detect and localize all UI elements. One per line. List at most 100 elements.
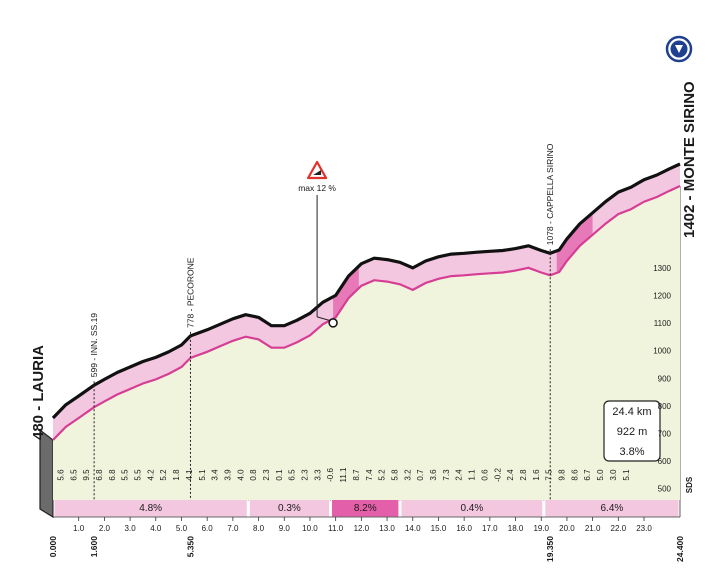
km-tick-label: 18.0 [508, 524, 524, 533]
km-gradient-label: 4.1 [185, 469, 194, 481]
km-marker-label: 5.350 [185, 536, 195, 558]
warning-icon [306, 160, 328, 180]
km-gradient-label: 6.5 [288, 469, 297, 481]
km-tick-label: 2.0 [99, 524, 111, 533]
labels: 500 600 700 800 900 1000 1100 1200 1300 5.6 6.5 9.5… [30, 81, 698, 562]
km-gradient-label: 5.1 [198, 469, 207, 481]
km-gradient-label: 4.2 [146, 469, 155, 481]
start-km-label: 0.000 [48, 536, 58, 558]
km-gradient-label: 9.8 [558, 469, 567, 481]
slope-icon [313, 170, 322, 175]
profile-fill [53, 186, 680, 500]
km-tick-label: 12.0 [354, 524, 370, 533]
steepest-line [316, 316, 332, 322]
km-gradient-label: 6.8 [95, 469, 104, 481]
waypoint-label: 599 - INN. SS.19 [89, 313, 99, 378]
summary-box [603, 400, 661, 462]
waypoint-label: 778 - PECORONE [185, 257, 195, 328]
elevation-tick-label: 600 [658, 457, 672, 466]
km-gradient-label: 2.8 [519, 469, 528, 481]
elevation-tick-label: 1200 [653, 292, 671, 301]
km-gradient-label: 0.7 [416, 469, 425, 481]
km-tick-label: 14.0 [405, 524, 421, 533]
km-gradient-label: 5.5 [134, 469, 143, 481]
elevation-tick-label: 700 [658, 429, 672, 438]
steepest-label: max 12 % [298, 183, 336, 193]
profile-ridge [51, 162, 681, 420]
km-gradient-label: 1.6 [532, 469, 541, 481]
km-gradient-label: 1.1 [468, 469, 477, 481]
km-gradient-label: 8.7 [352, 469, 361, 481]
km-tick-label: 15.0 [431, 524, 447, 533]
elevation-tick-label: 800 [658, 402, 672, 411]
km-gradient-label: 0.6 [480, 469, 489, 481]
km-gradient-label: 6.5 [69, 469, 78, 481]
km-tick-label: 3.0 [125, 524, 137, 533]
km-tick-label: 8.0 [253, 524, 265, 533]
km-gradient-label: 0.1 [275, 469, 284, 481]
chart-base [39, 186, 681, 521]
segment-gradient-label: 0.3% [278, 503, 301, 514]
summary-distance: 24.4 km [612, 406, 651, 418]
flag-down-icon [675, 45, 683, 53]
km-tick-label: 10.0 [302, 524, 318, 533]
km-gradient-label: -0.2 [493, 468, 502, 482]
km-gradient-label: 7.3 [442, 469, 451, 481]
km-gradient-label: 3.3 [313, 469, 322, 481]
km-gradient-label: 3.2 [403, 469, 412, 481]
km-gradient-label: 0.8 [249, 469, 258, 481]
km-gradient-label: 8.6 [570, 469, 579, 481]
summary-avg-gradient: 3.8% [619, 446, 644, 458]
km-marker-label: 1.600 [89, 536, 99, 558]
waypoint-label: 1078 - CAPPELLA SIRINO [545, 143, 555, 245]
km-gradient-label: 6.7 [583, 469, 592, 481]
finish-title: 1402 - MONTE SIRINO [681, 81, 698, 238]
km-tick-label: 11.0 [328, 524, 344, 533]
km-gradient-label: 3.9 [223, 469, 232, 481]
km-tick-label: 20.0 [559, 524, 575, 533]
km-gradient-label: 9.5 [82, 469, 91, 481]
profile-area [51, 162, 681, 500]
elevation-tick-label: 1300 [653, 264, 671, 273]
km-gradient-label: 5.1 [622, 469, 631, 481]
km-gradient-label: 3.4 [211, 469, 220, 481]
segment-gradient-label: 4.8% [139, 503, 162, 514]
km-tick-label: 7.0 [227, 524, 239, 533]
start-title: 480 - LAURIA [30, 345, 47, 440]
segment-gradient-label: 8.2% [354, 503, 377, 514]
segment-gradient-label: 0.4% [460, 503, 483, 514]
km-gradient-label: 2.4 [455, 469, 464, 481]
km-tick-label: 13.0 [379, 524, 395, 533]
markers [93, 35, 693, 500]
km-gradient-label: 1.8 [172, 469, 181, 481]
km-gradient-label: 7.4 [365, 469, 374, 481]
km-tick-label: 9.0 [279, 524, 291, 533]
km-gradient-label: 7.5 [545, 469, 554, 481]
km-gradient-label: 2.3 [301, 469, 310, 481]
km-gradient-label: 11.1 [339, 467, 348, 483]
profile-line [52, 184, 681, 441]
km-gradient-label: 5.8 [390, 469, 399, 481]
km-tick-label: 19.0 [533, 524, 549, 533]
km-tick-label: 17.0 [482, 524, 498, 533]
finish-km-label: 24.400 [675, 536, 685, 562]
km-tick-label: 4.0 [150, 524, 162, 533]
elevation-tick-label: 1100 [654, 319, 672, 328]
steepest-point [328, 318, 338, 328]
km-gradient-label: 5.6 [56, 469, 65, 481]
km-gradient-label: 2.3 [262, 469, 271, 481]
km-tick-label: 6.0 [202, 524, 214, 533]
km-gradient-label: 5.2 [378, 469, 387, 481]
km-gradient-label: 3.0 [609, 469, 618, 481]
km-tick-label: 21.0 [585, 524, 601, 533]
km-gradient-label: 5.5 [121, 469, 130, 481]
km-gradient-label: 4.0 [236, 469, 245, 481]
km-tick-label: 5.0 [176, 524, 188, 533]
km-tick-label: 1.0 [73, 524, 85, 533]
km-gradient-label: 3.6 [429, 469, 438, 481]
km-gradient-label: 6.8 [108, 469, 117, 481]
steep-section [556, 212, 593, 273]
brand-logo: SDS [685, 476, 694, 493]
km-gradient-label: 2.4 [506, 469, 515, 481]
